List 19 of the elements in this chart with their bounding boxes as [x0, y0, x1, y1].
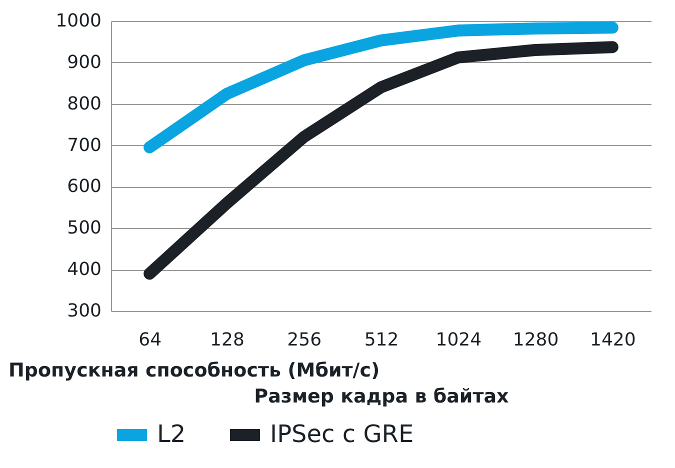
y-tick-label: 600: [67, 176, 102, 198]
x-tick-label: 1420: [590, 330, 636, 350]
legend-label: IPSec с GRE: [270, 420, 414, 448]
x-tick-label: 256: [287, 330, 322, 350]
x-axis-title: Размер кадра в байтах: [254, 386, 509, 408]
y-axis-title: Пропускная способность (Мбит/с): [8, 360, 380, 382]
y-tick-label: 900: [67, 52, 102, 73]
y-tick-label: 800: [67, 93, 102, 114]
y-tick-label: 400: [67, 259, 102, 280]
x-tick-label: 1024: [436, 330, 482, 350]
x-tick-label: 64: [138, 330, 162, 350]
x-tick-label: 128: [210, 330, 244, 350]
y-tick-label: 700: [67, 134, 102, 156]
y-tick-label: 1000: [56, 10, 102, 32]
y-tick-label: 300: [67, 300, 102, 322]
legend-label: L2: [157, 420, 186, 448]
y-tick-label: 500: [67, 218, 102, 239]
x-tick-label: 512: [364, 330, 399, 350]
x-tick-label: 1280: [512, 330, 559, 350]
